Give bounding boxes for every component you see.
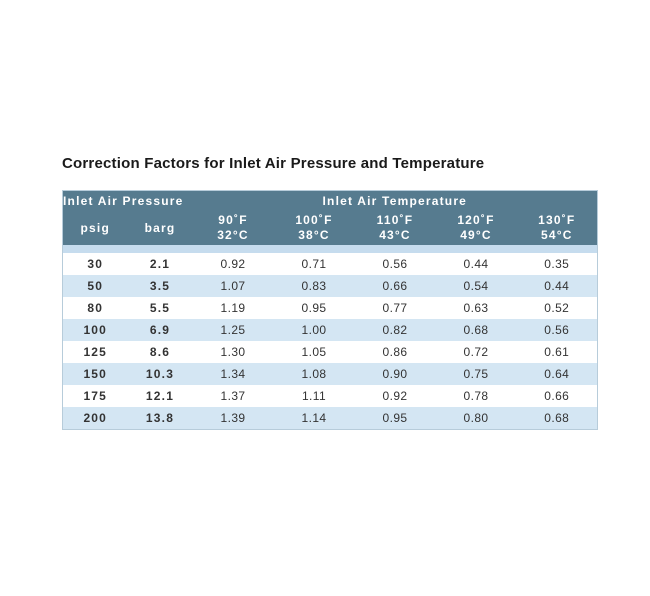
- cell-factor: 1.37: [192, 385, 274, 407]
- group-header-inlet-air-temperature: Inlet Air Temperature: [192, 190, 598, 211]
- temp-celsius-label: 43°C: [379, 228, 411, 242]
- cell-factor: 0.78: [435, 385, 517, 407]
- temp-fahrenheit-label: 90˚F: [218, 213, 248, 227]
- page-title: Correction Factors for Inlet Air Pressur…: [62, 155, 485, 172]
- cell-factor: 0.82: [354, 319, 436, 341]
- cell-factor: 1.00: [273, 319, 355, 341]
- cell-psig: 30: [62, 253, 128, 275]
- cell-barg: 6.9: [127, 319, 193, 341]
- cell-factor: 1.08: [273, 363, 355, 385]
- column-header-temp-90f: 90˚F 32°C: [192, 211, 274, 245]
- cell-factor: 0.56: [354, 253, 436, 275]
- column-header-temp-100f: 100˚F 38°C: [273, 211, 355, 245]
- cell-factor: 1.07: [192, 275, 274, 297]
- cell-factor: 0.56: [516, 319, 598, 341]
- cell-barg: 2.1: [127, 253, 193, 275]
- table-row: 125 8.6 1.30 1.05 0.86 0.72 0.61: [62, 341, 598, 363]
- cell-factor: 0.95: [354, 407, 436, 429]
- cell-factor: 0.63: [435, 297, 517, 319]
- cell-factor: 0.35: [516, 253, 598, 275]
- cell-factor: 0.72: [435, 341, 517, 363]
- cell-factor: 0.68: [435, 319, 517, 341]
- temp-celsius-label: 54°C: [540, 228, 573, 242]
- cell-factor: 1.39: [192, 407, 274, 429]
- cell-factor: 0.64: [516, 363, 598, 385]
- temp-celsius-label: 38°C: [298, 228, 330, 242]
- table-row: 100 6.9 1.25 1.00 0.82 0.68 0.56: [62, 319, 598, 341]
- cell-factor: 0.44: [516, 275, 598, 297]
- temp-fahrenheit-label: 100˚F: [295, 213, 333, 227]
- cell-factor: 0.92: [354, 385, 436, 407]
- cell-factor: 0.61: [516, 341, 598, 363]
- group-header-inlet-air-pressure: Inlet Air Pressure: [62, 190, 193, 211]
- cell-barg: 12.1: [127, 385, 193, 407]
- cell-factor: 1.30: [192, 341, 274, 363]
- cell-psig: 125: [62, 341, 128, 363]
- table-column-header-row: psig barg 90˚F 32°C 100˚F 38°C 110˚F 43°…: [62, 211, 598, 245]
- cell-factor: 1.05: [273, 341, 355, 363]
- cell-factor: 0.66: [354, 275, 436, 297]
- cell-factor: 0.71: [273, 253, 355, 275]
- cell-factor: 0.66: [516, 385, 598, 407]
- temp-fahrenheit-label: 130˚F: [538, 213, 576, 227]
- cell-barg: 10.3: [127, 363, 193, 385]
- cell-factor: 0.83: [273, 275, 355, 297]
- cell-psig: 175: [62, 385, 128, 407]
- cell-factor: 0.86: [354, 341, 436, 363]
- table-spacer-row: [62, 245, 598, 253]
- temp-celsius-label: 32°C: [217, 228, 249, 242]
- cell-factor: 0.77: [354, 297, 436, 319]
- table-row: 50 3.5 1.07 0.83 0.66 0.54 0.44: [62, 275, 598, 297]
- cell-factor: 0.44: [435, 253, 517, 275]
- cell-barg: 3.5: [127, 275, 193, 297]
- column-header-temp-120f: 120˚F 49°C: [435, 211, 517, 245]
- table-group-header-row: Inlet Air Pressure Inlet Air Temperature: [62, 190, 598, 211]
- cell-factor: 0.75: [435, 363, 517, 385]
- cell-factor: 0.80: [435, 407, 517, 429]
- cell-factor: 1.11: [273, 385, 355, 407]
- column-header-temp-130f: 130˚F 54°C: [516, 211, 598, 245]
- temp-celsius-label: 49°C: [460, 228, 492, 242]
- spacer-cell: [62, 245, 598, 253]
- table-row: 175 12.1 1.37 1.11 0.92 0.78 0.66: [62, 385, 598, 407]
- correction-factors-table-container: Inlet Air Pressure Inlet Air Temperature…: [62, 190, 599, 430]
- cell-factor: 1.25: [192, 319, 274, 341]
- cell-factor: 1.19: [192, 297, 274, 319]
- cell-factor: 0.52: [516, 297, 598, 319]
- cell-barg: 5.5: [127, 297, 193, 319]
- cell-factor: 0.54: [435, 275, 517, 297]
- cell-factor: 0.95: [273, 297, 355, 319]
- cell-factor: 1.34: [192, 363, 274, 385]
- cell-factor: 1.14: [273, 407, 355, 429]
- column-header-psig: psig: [62, 211, 128, 245]
- cell-psig: 200: [62, 407, 128, 429]
- temp-fahrenheit-label: 110˚F: [376, 213, 414, 227]
- cell-factor: 0.90: [354, 363, 436, 385]
- cell-psig: 50: [62, 275, 128, 297]
- cell-psig: 150: [62, 363, 128, 385]
- cell-psig: 80: [62, 297, 128, 319]
- table-body: 30 2.1 0.92 0.71 0.56 0.44 0.35 50 3.5 1.07 0.83 0.…: [62, 253, 598, 429]
- column-header-barg: barg: [127, 211, 193, 245]
- table-row: 80 5.5 1.19 0.95 0.77 0.63 0.52: [62, 297, 598, 319]
- cell-barg: 8.6: [127, 341, 193, 363]
- cell-factor: 0.92: [192, 253, 274, 275]
- table-row: 30 2.1 0.92 0.71 0.56 0.44 0.35: [62, 253, 598, 275]
- temp-fahrenheit-label: 120˚F: [457, 213, 495, 227]
- correction-factors-table: Inlet Air Pressure Inlet Air Temperature…: [62, 190, 599, 430]
- cell-psig: 100: [62, 319, 128, 341]
- table-row: 150 10.3 1.34 1.08 0.90 0.75 0.64: [62, 363, 598, 385]
- table-row: 200 13.8 1.39 1.14 0.95 0.80 0.68: [62, 407, 598, 429]
- cell-barg: 13.8: [127, 407, 193, 429]
- column-header-temp-110f: 110˚F 43°C: [354, 211, 436, 245]
- cell-factor: 0.68: [516, 407, 598, 429]
